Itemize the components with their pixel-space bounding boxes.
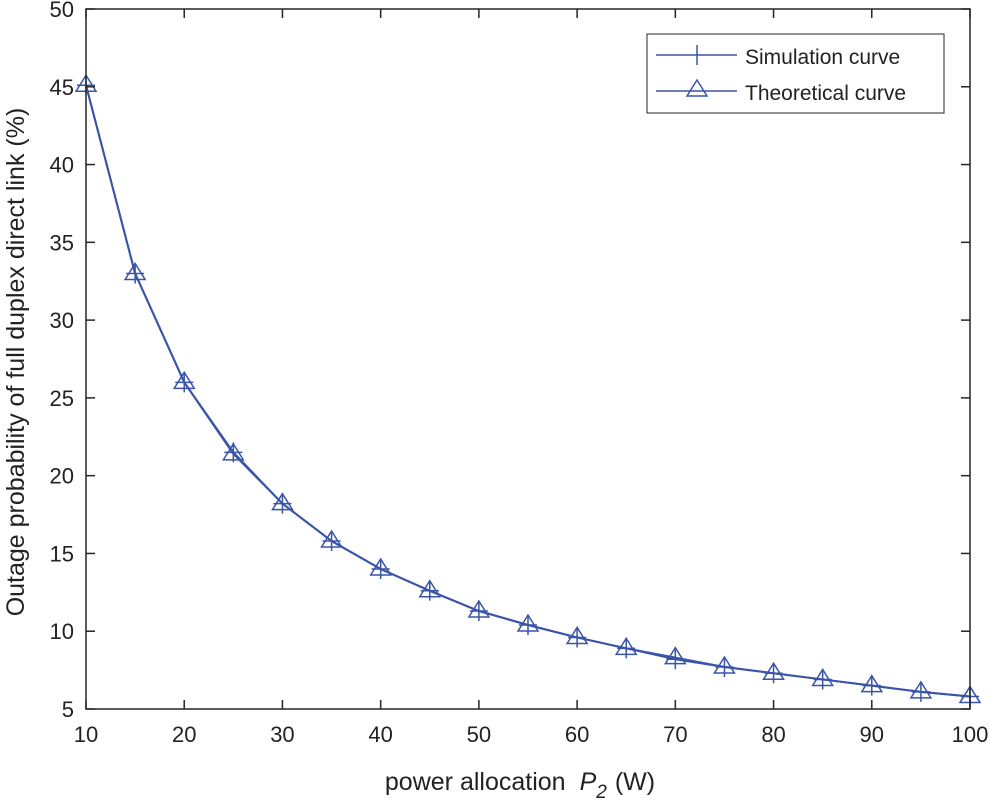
theoretical-point [418, 579, 442, 598]
plot-area-frame [85, 8, 971, 710]
theoretical-point [172, 370, 196, 390]
theoretical-point [909, 680, 933, 699]
y-tick-label: 30 [50, 308, 74, 333]
y-axis-label: Outage probability of full duplex direct… [2, 108, 30, 617]
theoretical-point [369, 557, 393, 576]
theoretical-point [860, 674, 884, 693]
theoretical-point [811, 668, 835, 687]
y-tick-label: 5 [62, 697, 74, 722]
theoretical-point [320, 529, 343, 548]
theoretical-point [221, 442, 245, 461]
x-axis-label: power allocation P2 (W) [385, 768, 655, 803]
theoretical-point [713, 655, 736, 674]
y-tick-label: 40 [50, 153, 74, 178]
y-tick-label: 15 [50, 541, 74, 566]
x-tick-label: 20 [172, 722, 196, 747]
theoretical-point [271, 492, 294, 511]
y-tick-label: 20 [50, 464, 74, 489]
theoretical-point [614, 636, 638, 656]
theoretical-point [123, 262, 147, 281]
theoretical-point [663, 646, 687, 665]
legend-label-theoretical: Theoretical curve [745, 82, 906, 105]
x-tick-label: 40 [368, 722, 392, 747]
y-tick-label: 45 [50, 75, 74, 100]
legend-marker-triangle [685, 78, 709, 97]
theoretical-point [762, 661, 785, 680]
y-tick-label: 50 [50, 0, 74, 22]
theoretical-point [516, 613, 540, 632]
y-tick-label: 10 [50, 619, 74, 644]
x-tick-label: 10 [74, 722, 98, 747]
x-tick-label: 60 [565, 722, 589, 747]
y-tick-label: 35 [50, 230, 74, 255]
theoretical-point [467, 599, 491, 618]
legend-label-simulation: Simulation curve [745, 46, 900, 69]
series-line-1 [85, 84, 971, 698]
x-tick-label: 80 [761, 722, 785, 747]
y-tick-label: 25 [50, 386, 74, 411]
x-tick-label: 50 [467, 722, 491, 747]
theoretical-point [565, 626, 589, 645]
x-tick-label: 90 [860, 722, 884, 747]
x-tick-label: 100 [952, 722, 989, 747]
x-tick-label: 30 [270, 722, 294, 747]
series-line-0 [85, 84, 971, 698]
legend: Simulation curve Theoretical curve [646, 33, 945, 114]
x-tick-label: 70 [663, 722, 687, 747]
